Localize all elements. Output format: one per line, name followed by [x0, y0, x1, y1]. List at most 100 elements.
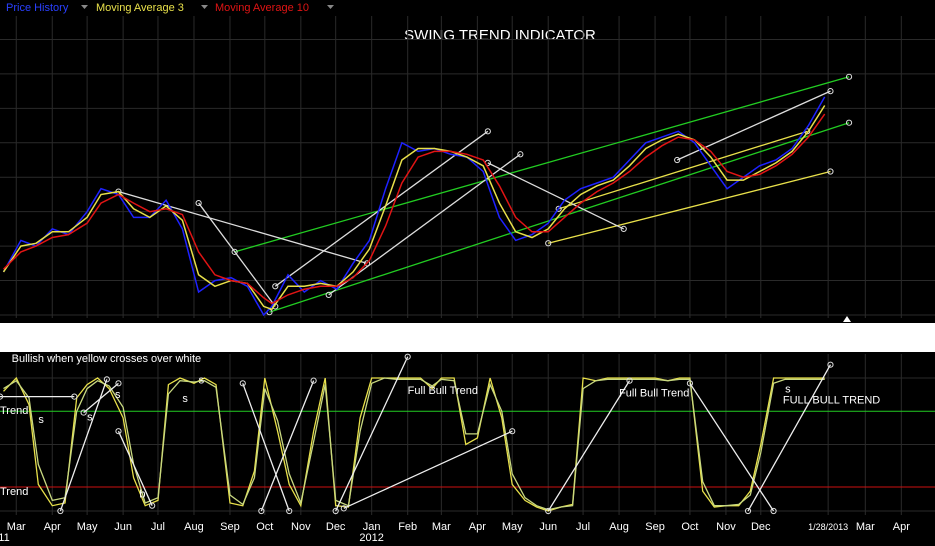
triangle-up-icon[interactable]: [843, 316, 851, 322]
x-year-label: 11: [0, 532, 10, 541]
bottom-gridlines: [0, 354, 935, 515]
trendline-endpoint: [115, 428, 122, 435]
oscillator-trendline: [83, 382, 119, 414]
oscillator-trendline: [260, 380, 315, 512]
trendline-endpoint: [555, 205, 562, 212]
trendline-yellow: [548, 170, 831, 244]
oscillator-trendline: [117, 430, 153, 506]
x-tick-label: Dec: [751, 521, 771, 533]
annotation-label: Bullish when yellow crosses over white: [12, 353, 202, 365]
chart-title: SWING TREND INDICATOR: [404, 27, 596, 44]
oscillator-line-moving-average-10: [3, 377, 825, 511]
x-tick-label: Mar: [432, 521, 451, 533]
trendline-endpoint: [325, 291, 332, 299]
x-tick-label: Jul: [576, 521, 590, 533]
trendline-endpoint: [195, 199, 202, 207]
legend-price-history[interactable]: Price History: [6, 2, 69, 14]
trendline-endpoint: [286, 507, 293, 515]
oscillator-trendline: [343, 430, 513, 509]
legend-moving-average-10[interactable]: Moving Average 10: [215, 2, 309, 14]
x-tick-label: Apr: [44, 521, 61, 533]
series-line-moving-average-10: [2, 113, 826, 305]
legend-moving-average-3[interactable]: Moving Average 3: [96, 2, 184, 14]
trendline-endpoint: [272, 283, 279, 290]
oscillator-trendline: [747, 364, 832, 512]
trendline-channel: [269, 122, 850, 313]
bottom-series: [3, 376, 825, 512]
trendline-endpoint: [509, 428, 516, 435]
annotation-label: s: [785, 384, 791, 396]
trendline-endpoint: [545, 240, 552, 247]
x-tick-label: Sep: [220, 521, 240, 533]
x-tick-label: Jul: [151, 521, 165, 533]
trendline-endpoint: [80, 409, 87, 416]
annotation-label: s: [115, 389, 121, 401]
trendline-endpoint: [0, 393, 4, 400]
trendline-white: [274, 130, 489, 287]
trendline-endpoint: [827, 168, 834, 175]
trendline-endpoint: [674, 156, 681, 164]
trendline-endpoint: [57, 507, 64, 515]
bottom-annotations: Bullish when yellow crosses over white Tr…: [0, 353, 880, 501]
x-tick-label: Mar: [856, 521, 875, 533]
x-tick-label: Apr: [469, 521, 486, 533]
trendline-endpoint: [845, 119, 853, 126]
x-tick-label: Oct: [681, 521, 698, 533]
trendline-endpoint: [827, 88, 834, 95]
annotation-label: Full Bull Trend: [408, 385, 478, 397]
trendline-endpoint: [686, 380, 694, 387]
trendline-endpoint: [827, 361, 834, 368]
x-year-label: 2012: [359, 532, 383, 541]
x-tick-label: Sep: [645, 521, 665, 533]
trendline-white: [118, 190, 368, 264]
trendline-endpoint: [484, 128, 491, 135]
legend: Price History Moving Average 3 Moving Av…: [6, 2, 334, 14]
x-tick-label: Aug: [609, 521, 629, 533]
top-gridlines: [0, 16, 935, 318]
oscillator-line-moving-average-3: [3, 376, 825, 512]
x-tick-label: Apr: [893, 521, 910, 533]
series-line-moving-average-3: [2, 105, 826, 311]
panel-separator: [0, 323, 935, 352]
annotation-label: s: [87, 412, 93, 424]
trendline-endpoint: [71, 393, 78, 400]
trendline-channel: [234, 76, 850, 253]
triangle-down-icon[interactable]: [81, 5, 88, 9]
trendline-endpoint: [149, 502, 156, 509]
trendline-endpoint: [103, 376, 110, 383]
annotation-label: Trend: [0, 486, 28, 498]
bottom-trendlines: [0, 353, 834, 515]
bottom-bands: [0, 410, 935, 488]
trendline-endpoint: [239, 380, 246, 387]
trendline-endpoint: [258, 507, 265, 515]
x-tick-label: Mar: [7, 521, 26, 533]
x-tick-label: Dec: [326, 521, 346, 533]
trendline-endpoint: [115, 380, 122, 387]
trendline-yellow: [558, 130, 808, 210]
trendline-endpoint: [770, 507, 777, 515]
annotation-label: b: [139, 489, 145, 501]
x-tick-label: Jun: [539, 521, 557, 533]
trendline-endpoint: [231, 248, 238, 255]
top-series: [2, 96, 826, 317]
x-tick-label: Aug: [184, 521, 204, 533]
trendline-endpoint: [404, 353, 411, 360]
triangle-down-icon[interactable]: [201, 5, 208, 9]
x-tick-label: Nov: [291, 521, 311, 533]
x-tick-label: Jun: [114, 521, 132, 533]
x-tick-label: 1/28/2013: [808, 522, 848, 532]
trendline-endpoint: [340, 505, 347, 512]
x-tick-label: May: [502, 521, 523, 533]
oscillator-trendline: [242, 383, 290, 512]
trendline-endpoint: [626, 377, 633, 384]
trendline-endpoint: [310, 377, 317, 384]
trendline-endpoint: [332, 507, 339, 515]
trendline-white: [198, 202, 276, 307]
x-tick-label: May: [77, 521, 98, 533]
oscillator-trendline: [547, 380, 631, 512]
annotation-label: Trend: [0, 405, 28, 417]
triangle-down-icon[interactable]: [327, 5, 334, 9]
trendline-endpoint: [744, 507, 752, 515]
trendline-white: [487, 162, 625, 230]
